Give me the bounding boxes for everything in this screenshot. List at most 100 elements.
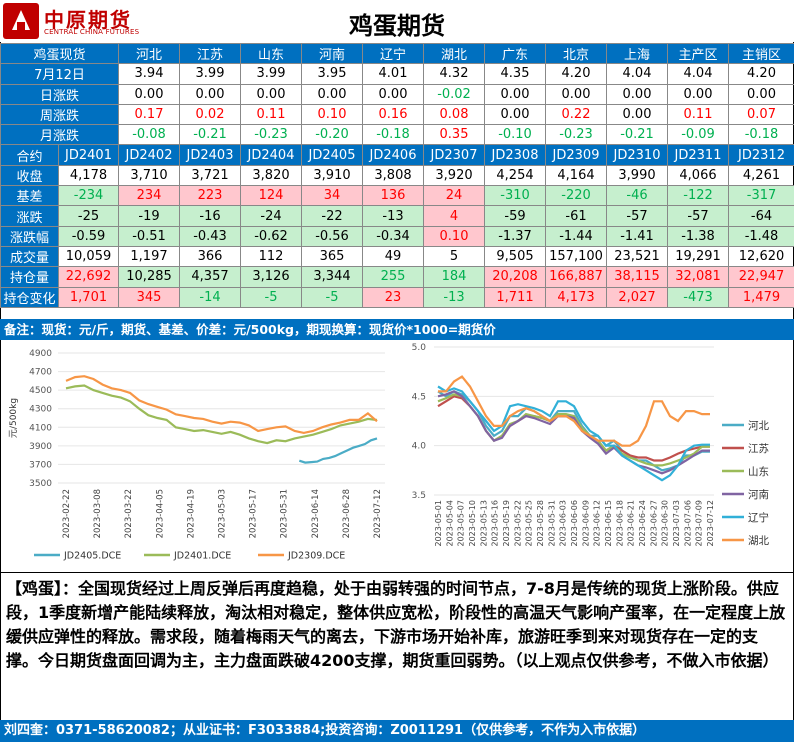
- futures-cell: -1.37: [484, 225, 547, 247]
- footer-contact: 刘四奎：0371-58620082；从业证书：F3033884;投资咨询：Z00…: [0, 720, 794, 742]
- legend-label: 河北: [748, 420, 769, 432]
- spot-cell: 3.99: [240, 63, 303, 85]
- x-tick-label: 2023-06-30: [661, 500, 670, 547]
- spot-cell: -0.09: [667, 124, 730, 146]
- spot-cell: 0.16: [362, 103, 425, 126]
- region-header: 山东: [240, 42, 303, 65]
- futures-cell: 3,920: [423, 164, 486, 187]
- legend-label: 江苏: [748, 442, 769, 455]
- futures-row-label: 基差: [0, 185, 59, 207]
- contract-header: JD2308: [484, 144, 547, 166]
- spot-row: 日涨跌 0.00 0.00 0.00 0.00 0.00 -0.02 0.00 0.00 0.00…: [0, 83, 794, 105]
- futures-cell: -22: [301, 205, 364, 227]
- futures-cell: 0.10: [423, 225, 486, 247]
- futures-cell: 3,820: [240, 164, 303, 187]
- spot-row-label: 月涨跌: [0, 124, 120, 146]
- spot-cell: 0.17: [118, 103, 181, 126]
- futures-price-chart-svg: 3500 3700 3900 4100 4300 4500 4700 4900 元/500kg 2…: [9, 349, 385, 562]
- market-comment: 【鸡蛋】：全国现货经过上周反弹后再度趋稳，处于由弱转强的时间节点，7-8月是传统…: [0, 572, 794, 720]
- spot-cell: 4.01: [362, 63, 425, 85]
- spot-cell: 4.35: [484, 63, 547, 85]
- futures-cell: -61: [545, 205, 608, 227]
- spot-cell: 0.02: [179, 103, 242, 126]
- logo: 中原期货 CENTRAL CHINA FUTURES: [2, 2, 152, 40]
- spot-cell: 0.11: [667, 103, 730, 126]
- futures-cell: -57: [667, 205, 730, 227]
- contract-header: JD2403: [179, 144, 242, 166]
- futures-cell: -0.43: [179, 225, 242, 247]
- x-tick-label: 2023-05-07: [457, 500, 466, 547]
- futures-row: 收盘 4,178 3,710 3,721 3,820 3,910 3,808 3,920 4,2…: [0, 164, 794, 187]
- logo-text: 中原期货: [44, 8, 132, 32]
- futures-cell: 4,254: [484, 164, 547, 187]
- logo-subtext: CENTRAL CHINA FUTURES: [44, 28, 140, 36]
- region-header: 河南: [301, 42, 364, 65]
- spot-cell: 0.00: [240, 83, 303, 105]
- spot-cell: 0.35: [423, 124, 486, 146]
- spot-cell: -0.08: [118, 124, 181, 146]
- contract-header: JD2404: [240, 144, 303, 166]
- futures-cell: -25: [57, 205, 120, 227]
- x-tick-label: 2023-07-03: [672, 500, 681, 547]
- y-tick-label: 5.0: [412, 343, 427, 353]
- spot-cell: 0.07: [728, 103, 794, 126]
- futures-cell: 19,291: [667, 245, 730, 268]
- futures-header-row: 合约 JD2401 JD2402 JD2403 JD2404 JD2405 JD2406 JD…: [0, 144, 794, 166]
- spot-row: 周涨跌 0.17 0.02 0.11 0.10 0.16 0.08 0.00 0.22 0.00 0…: [0, 103, 794, 126]
- spot-row-label: 周涨跌: [0, 103, 120, 126]
- futures-cell: 255: [362, 266, 425, 288]
- futures-row: 涨跌 -25 -19 -16 -24 -22 -13 4 -59 -61 -57 -57 -64: [0, 205, 794, 227]
- futures-cell: 365: [301, 245, 364, 268]
- x-tick-label: 2023-05-04: [445, 500, 454, 547]
- y-tick-label: 4.5: [412, 392, 426, 402]
- region-header: 上海: [606, 42, 669, 65]
- futures-cell: 4,066: [667, 164, 730, 187]
- region-header: 湖北: [423, 42, 486, 65]
- futures-cell: 20,208: [484, 266, 547, 288]
- series-line: [438, 375, 710, 447]
- futures-cell: 136: [362, 185, 425, 207]
- futures-cell: -57: [606, 205, 669, 227]
- data-table: 鸡蛋现货 河北 江苏 山东 河南 辽宁 湖北 广东 北京 上海 主产区 主销区 7月12日 3.94 3.9…: [0, 42, 794, 308]
- futures-cell: 3,910: [301, 164, 364, 187]
- x-tick-label: 2023-05-10: [468, 500, 477, 547]
- contract-header: JD2307: [423, 144, 486, 166]
- futures-cell: -0.62: [240, 225, 303, 247]
- futures-cell: 3,808: [362, 164, 425, 187]
- futures-cell: 3,721: [179, 164, 242, 187]
- futures-cell: 10,285: [118, 266, 181, 288]
- contract-header: JD2309: [545, 144, 608, 166]
- spot-cell: 0.00: [484, 103, 547, 126]
- spot-cell: 0.00: [606, 83, 669, 105]
- futures-cell: -0.34: [362, 225, 425, 247]
- futures-cell: 3,710: [118, 164, 181, 187]
- futures-cell: 184: [423, 266, 486, 288]
- region-header: 辽宁: [362, 42, 425, 65]
- futures-cell: -0.51: [118, 225, 181, 247]
- futures-cell: 22,947: [728, 266, 794, 288]
- contract-header: JD2310: [606, 144, 669, 166]
- legend-label: JD2405.DCE: [63, 551, 121, 562]
- spot-cell: -0.18: [728, 124, 794, 146]
- futures-cell: 38,115: [606, 266, 669, 288]
- futures-cell: 32,081: [667, 266, 730, 288]
- futures-cell: 23: [362, 286, 425, 308]
- futures-cell: 5: [423, 245, 486, 268]
- header: 中原期货 CENTRAL CHINA FUTURES 鸡蛋期货: [0, 0, 794, 42]
- x-tick-label: 2023-06-06: [570, 500, 579, 547]
- spot-cell: 4.32: [423, 63, 486, 85]
- spot-cell: 0.00: [667, 83, 730, 105]
- contract-header: JD2311: [667, 144, 730, 166]
- futures-cell: -1.38: [667, 225, 730, 247]
- page-title: 鸡蛋期货: [349, 12, 445, 40]
- futures-cell: -59: [484, 205, 547, 227]
- futures-cell: -5: [301, 286, 364, 308]
- contract-header: JD2401: [57, 144, 120, 166]
- y-tick-label: 4700: [29, 368, 52, 378]
- x-tick-label: 2023-05-31: [547, 500, 556, 547]
- x-tick-label: 2023-03-08: [93, 489, 103, 538]
- x-tick-label: 2023-05-17: [249, 489, 259, 538]
- x-tick-label: 2023-06-15: [604, 500, 613, 547]
- spot-cell: -0.20: [301, 124, 364, 146]
